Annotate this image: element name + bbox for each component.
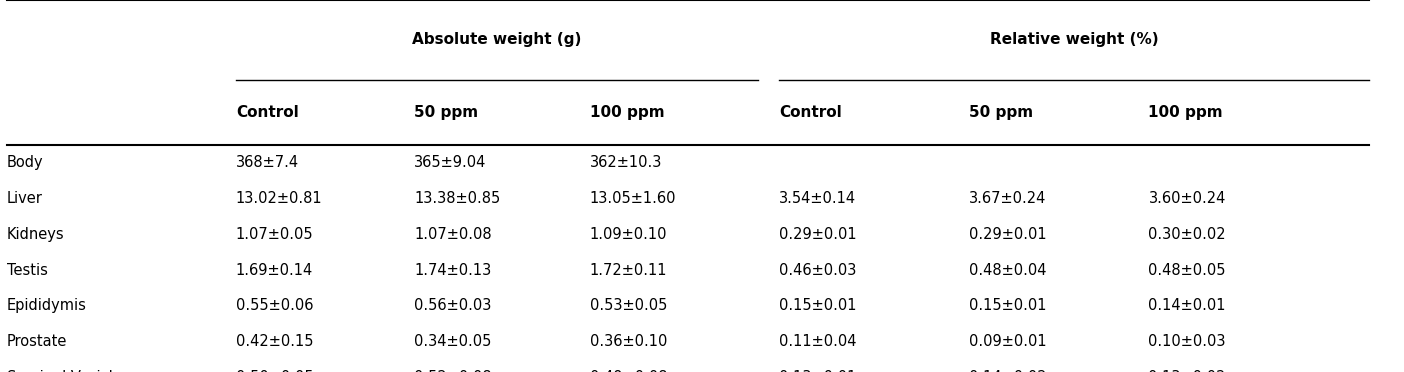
Text: 0.34±0.05: 0.34±0.05 [414, 334, 491, 349]
Text: 0.14±0.02: 0.14±0.02 [969, 370, 1046, 372]
Text: 1.74±0.13: 1.74±0.13 [414, 263, 491, 278]
Text: Body: Body [7, 155, 44, 170]
Text: 100 ppm: 100 ppm [590, 105, 664, 120]
Text: 3.60±0.24: 3.60±0.24 [1148, 191, 1226, 206]
Text: Seminal Vesicle: Seminal Vesicle [7, 370, 122, 372]
Text: 13.05±1.60: 13.05±1.60 [590, 191, 677, 206]
Text: 0.36±0.10: 0.36±0.10 [590, 334, 667, 349]
Text: 0.29±0.01: 0.29±0.01 [969, 227, 1046, 242]
Text: 365±9.04: 365±9.04 [414, 155, 487, 170]
Text: Prostate: Prostate [7, 334, 67, 349]
Text: 13.38±0.85: 13.38±0.85 [414, 191, 500, 206]
Text: 1.09±0.10: 1.09±0.10 [590, 227, 667, 242]
Text: 0.46±0.03: 0.46±0.03 [779, 263, 856, 278]
Text: 1.07±0.08: 1.07±0.08 [414, 227, 491, 242]
Text: 0.49±0.08: 0.49±0.08 [590, 370, 667, 372]
Text: 100 ppm: 100 ppm [1148, 105, 1223, 120]
Text: 0.50±0.05: 0.50±0.05 [236, 370, 313, 372]
Text: Control: Control [236, 105, 299, 120]
Text: 0.48±0.04: 0.48±0.04 [969, 263, 1046, 278]
Text: 0.13±0.02: 0.13±0.02 [1148, 370, 1226, 372]
Text: Epididymis: Epididymis [7, 298, 87, 313]
Text: 0.10±0.03: 0.10±0.03 [1148, 334, 1226, 349]
Text: 0.48±0.05: 0.48±0.05 [1148, 263, 1226, 278]
Text: 0.42±0.15: 0.42±0.15 [236, 334, 313, 349]
Text: 1.69±0.14: 1.69±0.14 [236, 263, 313, 278]
Text: 0.15±0.01: 0.15±0.01 [969, 298, 1046, 313]
Text: 0.11±0.04: 0.11±0.04 [779, 334, 856, 349]
Text: 0.29±0.01: 0.29±0.01 [779, 227, 856, 242]
Text: 1.72±0.11: 1.72±0.11 [590, 263, 667, 278]
Text: 0.15±0.01: 0.15±0.01 [779, 298, 856, 313]
Text: 0.53±0.05: 0.53±0.05 [590, 298, 667, 313]
Text: 13.02±0.81: 13.02±0.81 [236, 191, 323, 206]
Text: 0.30±0.02: 0.30±0.02 [1148, 227, 1226, 242]
Text: Kidneys: Kidneys [7, 227, 65, 242]
Text: 1.07±0.05: 1.07±0.05 [236, 227, 313, 242]
Text: 0.56±0.03: 0.56±0.03 [414, 298, 491, 313]
Text: 362±10.3: 362±10.3 [590, 155, 663, 170]
Text: 3.54±0.14: 3.54±0.14 [779, 191, 856, 206]
Text: 0.09±0.01: 0.09±0.01 [969, 334, 1046, 349]
Text: Relative weight (%): Relative weight (%) [990, 32, 1158, 48]
Text: Liver: Liver [7, 191, 44, 206]
Text: 3.67±0.24: 3.67±0.24 [969, 191, 1046, 206]
Text: 50 ppm: 50 ppm [969, 105, 1033, 120]
Text: Testis: Testis [7, 263, 48, 278]
Text: 0.52±0.08: 0.52±0.08 [414, 370, 491, 372]
Text: Control: Control [779, 105, 842, 120]
Text: 0.13±0.01: 0.13±0.01 [779, 370, 856, 372]
Text: 368±7.4: 368±7.4 [236, 155, 299, 170]
Text: 0.55±0.06: 0.55±0.06 [236, 298, 313, 313]
Text: 50 ppm: 50 ppm [414, 105, 479, 120]
Text: Absolute weight (g): Absolute weight (g) [413, 32, 581, 48]
Text: 0.14±0.01: 0.14±0.01 [1148, 298, 1226, 313]
